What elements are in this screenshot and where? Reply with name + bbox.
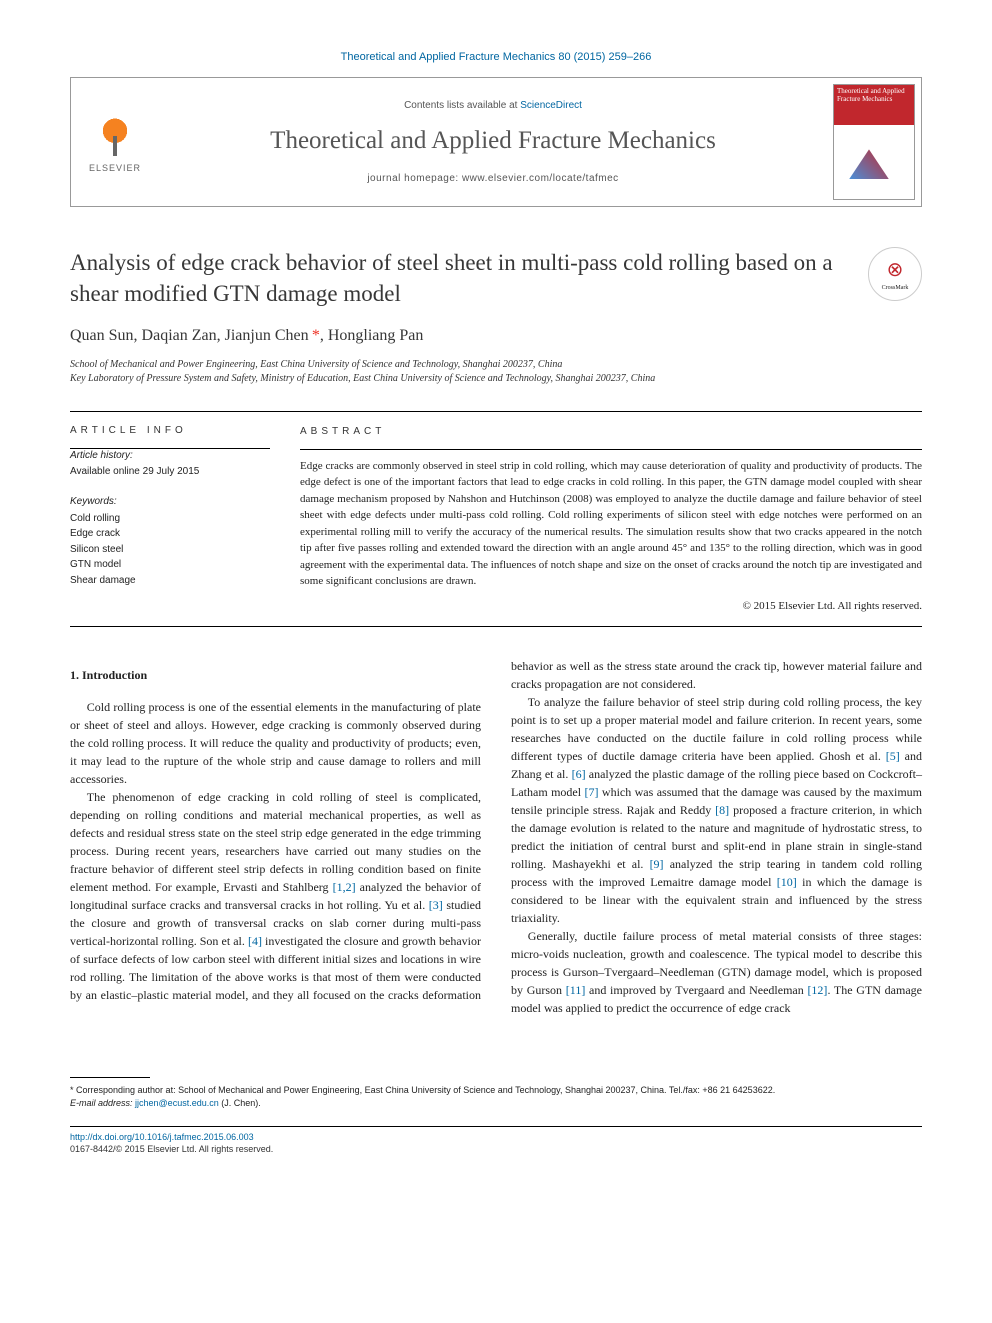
contents-list-line: Contents lists available at ScienceDirec… (404, 99, 582, 113)
keyword-item: Cold rolling (70, 511, 270, 527)
journal-name: Theoretical and Applied Fracture Mechani… (270, 123, 716, 158)
cover-title: Theoretical and Applied Fracture Mechani… (834, 85, 914, 106)
body-text: To analyze the failure behavior of steel… (511, 695, 922, 763)
keyword-item: Shear damage (70, 573, 270, 589)
ref-link[interactable]: [6] (572, 767, 586, 781)
ref-link[interactable]: [3] (429, 898, 443, 912)
ref-link[interactable]: [10] (777, 875, 797, 889)
bottom-rule (70, 1126, 922, 1127)
rule-bottom (70, 626, 922, 627)
ref-link[interactable]: [7] (584, 785, 598, 799)
ref-link[interactable]: [9] (650, 857, 664, 871)
homepage-line: journal homepage: www.elsevier.com/locat… (367, 172, 618, 186)
keyword-item: Silicon steel (70, 542, 270, 558)
section-1-title: 1. Introduction (70, 667, 481, 684)
ref-link[interactable]: [5] (886, 749, 900, 763)
body-paragraph: Cold rolling process is one of the essen… (70, 698, 481, 788)
footnote-separator (70, 1077, 150, 1078)
rule-abs (300, 449, 922, 450)
journal-cover-thumbnail[interactable]: Theoretical and Applied Fracture Mechani… (833, 84, 915, 200)
keyword-item: Edge crack (70, 526, 270, 542)
ref-link[interactable]: [11] (566, 983, 586, 997)
body-paragraph: To analyze the failure behavior of steel… (511, 693, 922, 927)
crossmark-label: CrossMark (882, 284, 909, 292)
abstract-head: abstract (300, 424, 922, 439)
authors-main: Quan Sun, Daqian Zan, Jianjun Chen (70, 327, 309, 344)
keywords-head: Keywords: (70, 495, 270, 509)
body-text: and improved by Tvergaard and Needleman (585, 983, 807, 997)
email-link[interactable]: jjchen@ecust.edu.cn (135, 1098, 219, 1108)
authors-tail: , Hongliang Pan (320, 327, 424, 344)
homepage-url[interactable]: www.elsevier.com/locate/tafmec (462, 173, 619, 184)
elsevier-logo[interactable]: ELSEVIER (71, 78, 159, 206)
article-history-val: Available online 29 July 2015 (70, 465, 270, 479)
footnote: * Corresponding author at: School of Mec… (70, 1084, 922, 1109)
body-text: The phenomenon of edge cracking in cold … (70, 790, 481, 894)
corresponding-author-note: * Corresponding author at: School of Mec… (70, 1084, 922, 1097)
keywords-list: Cold rolling Edge crack Silicon steel GT… (70, 511, 270, 589)
corresponding-asterisk: * (312, 327, 320, 344)
article-history-head: Article history: (70, 449, 270, 463)
elsevier-tree-icon (89, 110, 141, 162)
affiliation-1: School of Mechanical and Power Engineeri… (70, 358, 922, 373)
doi-link[interactable]: http://dx.doi.org/10.1016/j.tafmec.2015.… (70, 1131, 922, 1144)
keyword-item: GTN model (70, 557, 270, 573)
article-info-head: article info (70, 424, 270, 438)
ref-link[interactable]: [1,2] (333, 880, 356, 894)
ref-link[interactable]: [4] (248, 934, 262, 948)
elsevier-label: ELSEVIER (89, 162, 141, 175)
sciencedirect-link[interactable]: ScienceDirect (520, 100, 582, 111)
page-header-citation: Theoretical and Applied Fracture Mechani… (70, 50, 922, 65)
journal-header-box: ELSEVIER Contents lists available at Sci… (70, 77, 922, 207)
article-info-panel: article info Article history: Available … (70, 424, 270, 615)
abstract-panel: abstract Edge cracks are commonly observ… (300, 424, 922, 615)
abstract-copyright: © 2015 Elsevier Ltd. All rights reserved… (300, 598, 922, 615)
homepage-prefix: journal homepage: (367, 173, 462, 184)
ref-link[interactable]: [8] (715, 803, 729, 817)
email-label: E-mail address: (70, 1098, 135, 1108)
rule-top (70, 411, 922, 412)
crossmark-badge[interactable]: ⊗ CrossMark (868, 247, 922, 301)
authors-line: Quan Sun, Daqian Zan, Jianjun Chen *, Ho… (70, 325, 922, 347)
contents-prefix: Contents lists available at (404, 100, 520, 111)
issn-copyright: 0167-8442/© 2015 Elsevier Ltd. All right… (70, 1143, 922, 1156)
email-tail: (J. Chen). (219, 1098, 261, 1108)
journal-header-center: Contents lists available at ScienceDirec… (159, 78, 827, 206)
affiliations: School of Mechanical and Power Engineeri… (70, 358, 922, 387)
body-paragraph: Generally, ductile failure process of me… (511, 927, 922, 1017)
abstract-text: Edge cracks are commonly observed in ste… (300, 458, 922, 590)
article-title: Analysis of edge crack behavior of steel… (70, 247, 856, 309)
crossmark-icon: ⊗ (887, 256, 904, 284)
affiliation-2: Key Laboratory of Pressure System and Sa… (70, 372, 922, 387)
ref-link[interactable]: [12] (807, 983, 827, 997)
